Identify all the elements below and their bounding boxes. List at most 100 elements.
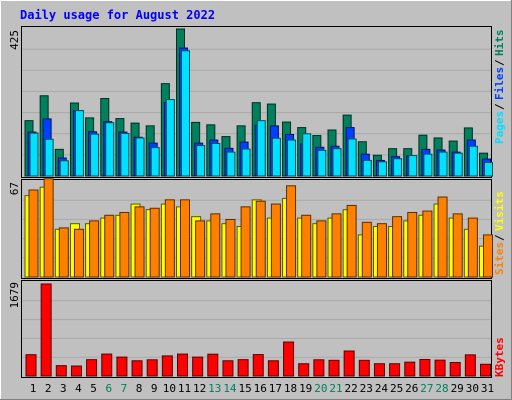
day-label: 9 xyxy=(151,382,158,395)
pages-bar: Pages 27: 63 xyxy=(423,153,433,177)
day-label: 22 xyxy=(345,382,358,395)
sites-bar: Sites 5: 40 xyxy=(89,220,100,278)
kbytes-bar: KBytes 29: 246 xyxy=(449,362,461,377)
sites-bar: Sites 15: 50 xyxy=(240,206,251,278)
legend-hits: Hits xyxy=(493,30,506,57)
day-label: 20 xyxy=(314,382,327,395)
pages-bar: Pages 30: 86 xyxy=(468,145,478,177)
kbytes-bar: KBytes 30: 386 xyxy=(464,354,476,377)
sites-bar: Sites 8: 50 xyxy=(134,206,145,278)
day-label: 11 xyxy=(178,382,191,395)
pages-bar: Pages 7: 123 xyxy=(120,132,130,177)
legend-separator: / xyxy=(493,59,506,66)
panel-kbytes-frame xyxy=(21,280,492,378)
day-label: 5 xyxy=(90,382,97,395)
bars: Hits 1: 160Files 1: 127Pages 1: 124Hits … xyxy=(24,28,493,377)
kbytes-bar: KBytes 21: 286 xyxy=(328,359,340,377)
day-label: 19 xyxy=(299,382,312,395)
day-label: 15 xyxy=(238,382,251,395)
x-axis-labels: 1 2 3 4 5 6 7 8 9 10 11 12 13 14 15 16 17 18 19 20 21 22 23 24 2… xyxy=(30,382,494,395)
day-label: 17 xyxy=(269,382,282,395)
pages-bar: Pages 24: 41 xyxy=(377,161,387,177)
day-label: 3 xyxy=(60,382,67,395)
day-label: 25 xyxy=(390,382,403,395)
day-label: 23 xyxy=(360,382,373,395)
kbytes-bar: KBytes 19: 224 xyxy=(298,363,310,377)
day-label: 21 xyxy=(329,382,342,395)
legend-pages: Pages xyxy=(493,111,506,144)
pages-bar: Pages 31: 39 xyxy=(484,162,493,177)
day-label: 10 xyxy=(163,382,176,395)
kbytes-bar: KBytes 8: 278 xyxy=(131,360,143,377)
kbytes-bar: KBytes 22: 456 xyxy=(343,350,355,377)
pages-bar: Pages 17: 109 xyxy=(271,137,281,177)
pages-bar: Pages 18: 104 xyxy=(287,139,297,177)
kbytes-bar: KBytes 18: 620 xyxy=(283,341,295,377)
sites-bar: Sites 28: 57 xyxy=(437,196,448,278)
sites-bar: Sites 17: 52 xyxy=(270,203,281,278)
pages-bar: Pages 3: 44 xyxy=(59,160,69,177)
day-label: 6 xyxy=(105,382,112,395)
pages-bar: Pages 12: 88 xyxy=(196,145,206,177)
kbytes-bar: KBytes 26: 253 xyxy=(404,361,416,377)
kbytes-bar: KBytes 4: 182 xyxy=(70,365,82,377)
sites-bar: Sites 10: 55 xyxy=(164,199,175,278)
pages-bar: Pages 1: 124 xyxy=(29,132,39,177)
pages-bar: Pages 2: 106 xyxy=(44,138,54,177)
kbytes-bar: KBytes 25: 224 xyxy=(389,363,401,377)
day-label: 14 xyxy=(223,382,237,395)
legend-kbytes: KBytes xyxy=(493,337,506,377)
kbytes-bar: KBytes 27: 301 xyxy=(419,359,431,377)
legend-separator: / xyxy=(493,234,506,241)
sites-bar: Sites 19: 44 xyxy=(301,214,312,278)
legend-group: Pages/Files/Hits xyxy=(493,30,506,145)
legend-separator: / xyxy=(493,103,506,110)
sites-bar: Sites 4: 34 xyxy=(73,228,84,278)
kbytes-bar: KBytes 1: 389 xyxy=(25,354,37,377)
kbytes-bar: KBytes 23: 286 xyxy=(358,359,370,377)
sites-bar: Sites 14: 41 xyxy=(225,218,236,278)
kbytes-bar: KBytes 31: 214 xyxy=(480,363,491,377)
kbytes-ymax-label: 1679 xyxy=(8,282,21,309)
kbytes-bar: KBytes 28: 289 xyxy=(434,359,446,377)
day-label: 27 xyxy=(420,382,433,395)
legend-group: Sites/ Visits xyxy=(493,191,506,275)
pages-bar: Pages 8: 110 xyxy=(135,137,145,177)
pages-bar: Pages 29: 66 xyxy=(453,152,463,177)
pages-bar: Pages 5: 121 xyxy=(90,133,100,177)
kbytes-bar: KBytes 16: 391 xyxy=(252,354,264,377)
day-label: 31 xyxy=(481,382,494,395)
sites-bar: Sites 16: 54 xyxy=(255,200,266,278)
pages-bar: Pages 25: 50 xyxy=(393,158,403,177)
day-label: 26 xyxy=(405,382,418,395)
chart-title: Daily usage for August 2022 xyxy=(20,8,215,22)
kbytes-bar: KBytes 12: 345 xyxy=(192,356,204,377)
sites-bar: Sites 6: 44 xyxy=(104,214,115,278)
kbytes-bar: KBytes 20: 296 xyxy=(313,359,325,377)
pages-bar: Pages 23: 45 xyxy=(362,159,372,177)
sites-bar: Sites 31: 30 xyxy=(483,234,493,278)
day-label: 8 xyxy=(136,382,143,395)
sites-bar: Sites 24: 38 xyxy=(376,223,387,278)
day-label: 28 xyxy=(435,382,448,395)
kbytes-bar: KBytes 9: 296 xyxy=(146,359,158,377)
day-label: 24 xyxy=(375,382,389,395)
sites-bar: Sites 3: 35 xyxy=(58,227,69,278)
kbytes-bar: KBytes 7: 345 xyxy=(116,356,128,377)
pages-bar: Pages 14: 69 xyxy=(226,151,236,177)
pages-bar: Pages 6: 154 xyxy=(105,122,115,177)
pages-bar: Pages 9: 82 xyxy=(150,147,160,177)
sites-bar: Sites 12: 40 xyxy=(195,220,206,278)
pages-bar: Pages 28: 69 xyxy=(438,151,448,177)
pages-bar: Pages 22: 107 xyxy=(347,138,357,177)
pages-bar: Pages 15: 78 xyxy=(241,148,251,177)
kbytes-bar: KBytes 17: 278 xyxy=(267,360,279,377)
sites-bar: Sites 1: 62 xyxy=(28,189,39,278)
kbytes-bar: KBytes 11: 400 xyxy=(177,353,188,377)
legend-sites: Sites xyxy=(493,242,506,275)
kbytes-bar: KBytes 5: 298 xyxy=(86,359,98,377)
sites-bar: Sites 2: 70 xyxy=(43,178,54,278)
kbytes-bar: KBytes 2: 1679 xyxy=(40,283,52,377)
